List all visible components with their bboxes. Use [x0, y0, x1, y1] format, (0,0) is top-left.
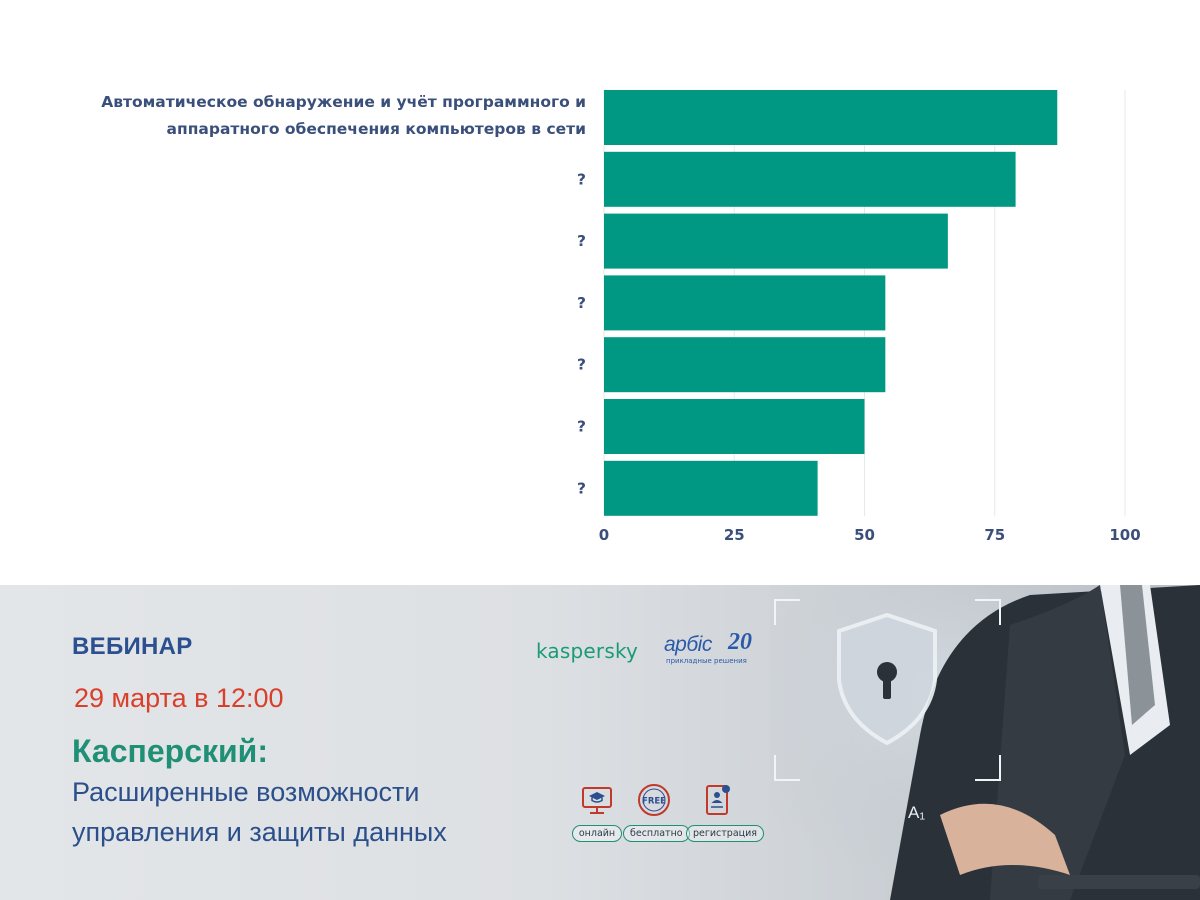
bar-6 — [604, 399, 865, 454]
category-label-5: ? — [577, 356, 586, 374]
bar-7 — [604, 460, 818, 516]
feature-free-label: бесплатно — [623, 825, 690, 842]
bar-3 — [604, 213, 948, 269]
monitor-graduation-icon — [578, 781, 616, 819]
category-label-1-line2: аппаратного обеспечения компьютеров в се… — [167, 120, 586, 138]
x-tick-label-4: 100 — [1109, 526, 1140, 544]
x-tick-label-3: 75 — [984, 526, 1005, 544]
free-badge-text: FREE — [642, 797, 666, 807]
category-label-1-line1: Автоматическое обнаружение и учёт програ… — [101, 93, 586, 111]
category-label-2: ? — [577, 170, 586, 188]
arbis-logo-years: 20 — [728, 629, 752, 655]
photo-overlay-text: A₁ — [908, 803, 925, 822]
feature-free: FREE бесплатно — [623, 781, 690, 842]
webinar-banner: ВЕБИНАР 29 марта в 12:00 Касперский: Рас… — [0, 585, 1200, 900]
arbis-logo: арбіс 20 прикладные решения — [662, 629, 754, 667]
category-label-4: ? — [577, 294, 586, 312]
feature-registration-label: регистрация — [686, 825, 765, 842]
category-label-7: ? — [577, 479, 586, 497]
bar-4 — [604, 275, 886, 331]
webinar-date: 29 марта в 12:00 — [74, 683, 284, 713]
webinar-subtitle-line2: управления и защиты данных — [72, 817, 447, 847]
registration-form-icon — [698, 781, 736, 819]
feature-online: онлайн — [566, 781, 628, 842]
businessman-security-photo: A₁ — [770, 585, 1200, 900]
arbis-logo-name: арбіс — [664, 633, 712, 656]
x-tick-label-0: 0 — [599, 526, 609, 544]
feature-online-label: онлайн — [571, 825, 623, 842]
chart-area: Автоматическое обнаружение и учёт програ… — [101, 90, 1141, 544]
bar-5 — [604, 337, 886, 393]
x-tick-label-1: 25 — [724, 526, 745, 544]
kaspersky-logo: kaspersky — [536, 639, 639, 663]
arbis-logo-tagline: прикладные решения — [666, 657, 747, 665]
webinar-subtitle-line1: Расширенные возможности — [72, 777, 420, 807]
bar-chart: Автоматическое обнаружение и учёт програ… — [101, 90, 1141, 544]
free-badge-icon: FREE — [635, 781, 673, 819]
category-label-3: ? — [577, 232, 586, 250]
webinar-label: ВЕБИНАР — [72, 633, 193, 660]
x-tick-label-2: 50 — [854, 526, 875, 544]
category-label-6: ? — [577, 418, 586, 436]
webinar-title: Касперский: — [72, 733, 268, 769]
bar-1 — [604, 90, 1058, 145]
bar-2 — [604, 151, 1016, 207]
feature-registration: регистрация — [686, 781, 765, 842]
